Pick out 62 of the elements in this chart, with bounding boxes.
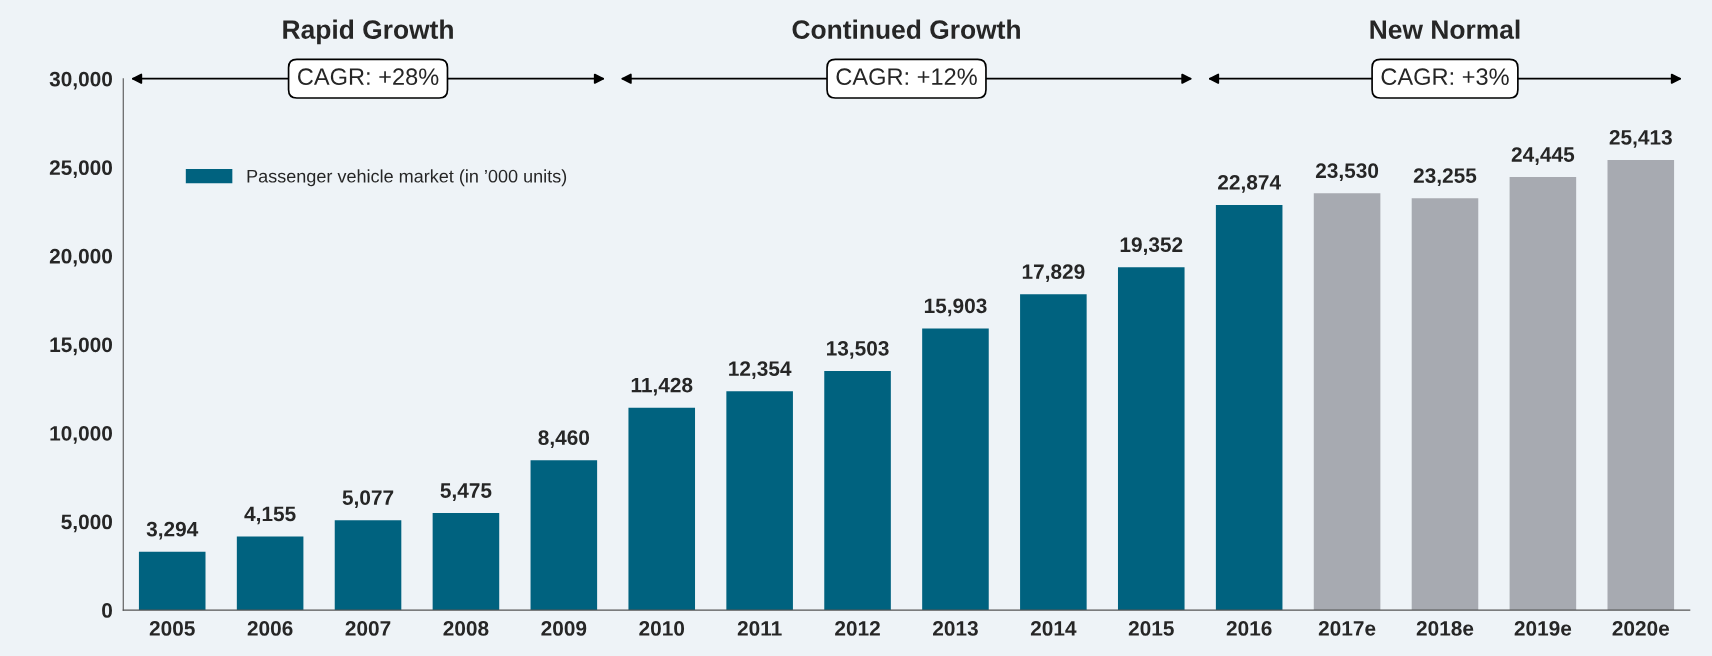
bar — [1411, 198, 1479, 611]
x-tick-label: 2006 — [247, 621, 293, 636]
bar — [1117, 267, 1185, 611]
bar — [432, 513, 500, 611]
x-tick-label: 2013 — [933, 621, 978, 636]
bar — [1509, 177, 1577, 611]
text: Continued Growth — [792, 19, 1020, 39]
bar — [1215, 204, 1283, 611]
annotation: CAGR: +28% — [298, 68, 439, 86]
y-tick-label: 0 — [102, 603, 112, 618]
data-label: 11,428 — [631, 377, 693, 396]
text: Rapid Growth — [283, 19, 453, 45]
data-label: 25,413 — [1609, 129, 1672, 148]
data-label: 13,503 — [827, 340, 889, 359]
x-tick-label: 2010 — [639, 621, 685, 636]
x-tick-label: 2008 — [443, 621, 489, 636]
data-label: 5,077 — [342, 490, 394, 508]
data-label: 15,903 — [924, 298, 987, 317]
x-tick-label: 2014 — [1030, 621, 1077, 636]
data-label: 23,530 — [1315, 163, 1379, 182]
x-tick-label: 2005 — [149, 621, 195, 636]
data-label: 4,155 — [244, 506, 296, 525]
legend-label: Passenger vehicle market (in ’000 units) — [247, 169, 567, 187]
y-tick-label: 10,000 — [50, 425, 112, 444]
text: New Normal — [1370, 19, 1520, 39]
y-tick-label: 30,000 — [49, 71, 112, 90]
data-label: 24,445 — [1511, 147, 1575, 165]
data-label: 12,354 — [729, 361, 792, 380]
x-tick-label: 2019e — [1514, 621, 1572, 636]
y-tick-label: 20,000 — [49, 248, 112, 267]
y-tick-label: 5,000 — [61, 514, 112, 533]
bar — [138, 551, 206, 611]
x-tick-label: 2018e — [1416, 621, 1474, 636]
data-label: 5,475 — [440, 483, 492, 501]
bar — [530, 460, 598, 611]
x-tick-label: 2017e — [1318, 621, 1376, 636]
data-label: 8,460 — [538, 430, 590, 449]
data-label: 22,874 — [1218, 174, 1281, 193]
data-label: 19,352 — [1120, 237, 1183, 256]
bar — [1313, 193, 1381, 611]
x-tick-label: 2011 — [737, 621, 782, 636]
data-label: 3,294 — [146, 521, 199, 540]
x-tick-label: 2020e — [1612, 621, 1670, 636]
data-label: 17,829 — [1022, 264, 1085, 283]
bar — [1020, 294, 1087, 611]
x-tick-label: 2007 — [345, 621, 391, 636]
bar — [236, 536, 304, 611]
bar — [726, 391, 793, 611]
y-tick-label: 25,000 — [49, 160, 112, 179]
y-tick-label: 15,000 — [50, 337, 112, 356]
bar — [1607, 159, 1675, 611]
bar — [922, 328, 989, 611]
bar — [628, 407, 696, 611]
annotation: CAGR: +3% — [1381, 68, 1509, 86]
x-tick-label: 2012 — [835, 621, 880, 636]
x-tick-label: 2015 — [1128, 621, 1174, 636]
x-tick-label: 2009 — [541, 621, 587, 636]
x-tick-label: 2016 — [1226, 621, 1272, 636]
bar — [334, 520, 402, 611]
data-label: 23,255 — [1413, 168, 1477, 186]
annotation: CAGR: +12% — [836, 68, 977, 86]
bar — [824, 370, 891, 611]
